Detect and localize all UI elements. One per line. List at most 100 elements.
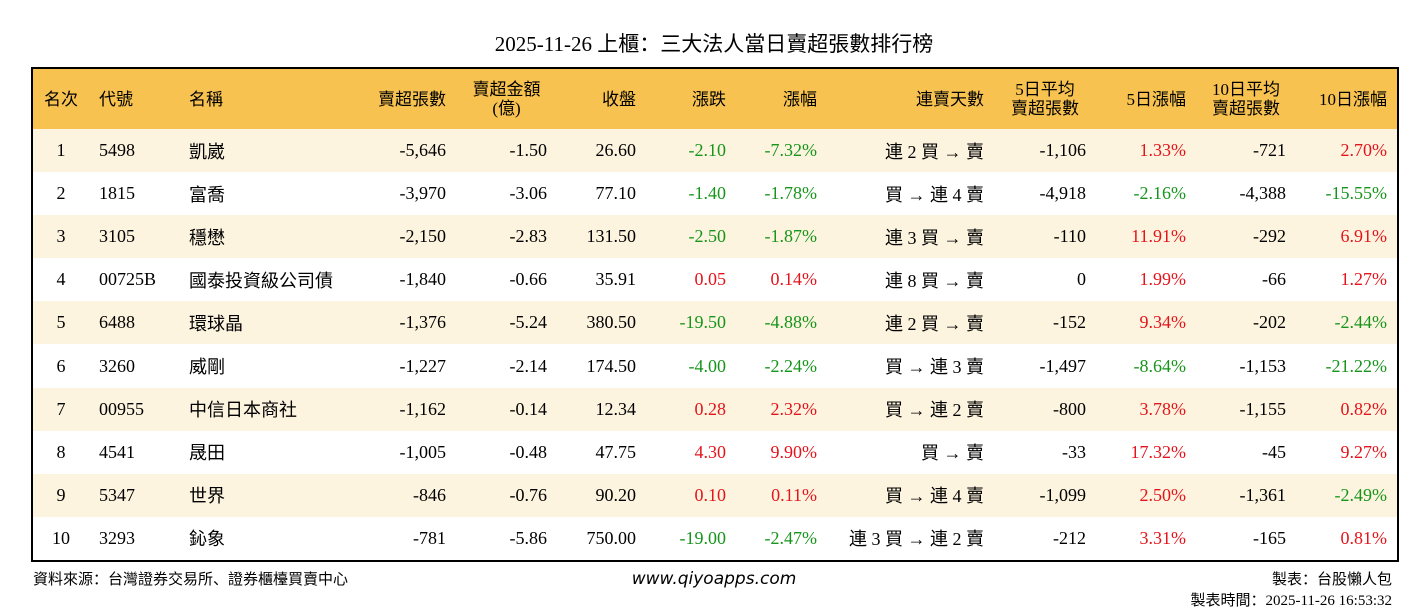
table-cell: -5,646 bbox=[399, 140, 447, 161]
table-cell: -165 bbox=[1253, 527, 1286, 548]
column-header: 連賣天數 bbox=[827, 68, 994, 129]
header-row: 名次 代號 名稱 賣超張數 賣超金額 (億) 收盤 漲跌 漲幅 連賣天數 5日平均 賣超張數 5日漲… bbox=[32, 68, 1398, 129]
table-cell: 5 bbox=[56, 312, 66, 333]
column-header: 賣超金額 (億) bbox=[456, 68, 557, 129]
table-cell: -5.24 bbox=[509, 312, 548, 333]
table-cell: 2.50% bbox=[1139, 484, 1187, 505]
table-cell: 中信日本商社 bbox=[189, 400, 297, 421]
table-row: 8 4541 晟田 -1,005 -0.48 47.75 4.30 9.90% 買 → 賣 -33… bbox=[32, 431, 1398, 474]
table-cell: -1,361 bbox=[1239, 484, 1287, 505]
table-cell: -1,099 bbox=[1039, 484, 1087, 505]
table-cell: -5.86 bbox=[509, 527, 548, 548]
table-cell: -846 bbox=[413, 484, 446, 505]
table-cell: 1 bbox=[56, 140, 66, 161]
table-cell: 4.30 bbox=[694, 441, 727, 462]
table-cell: 國泰投資級公司債 bbox=[189, 270, 333, 291]
table-cell: -4.88% bbox=[764, 312, 818, 333]
table-cell: -2.50 bbox=[688, 226, 727, 247]
table-cell: -2.24% bbox=[764, 355, 818, 376]
column-header: 5日漲幅 bbox=[1096, 68, 1196, 129]
table-cell: 連 8 買 → 賣 bbox=[885, 270, 984, 291]
table-cell: -1.87% bbox=[764, 226, 818, 247]
table-cell: -19.00 bbox=[679, 527, 727, 548]
table-cell: 晟田 bbox=[189, 443, 225, 464]
table-cell: 4 bbox=[56, 269, 66, 290]
table-row: 4 00725B 國泰投資級公司債 -1,840 -0.66 35.91 0.05 0.14%… bbox=[32, 258, 1398, 301]
table-cell: 8 bbox=[56, 441, 66, 462]
table-cell: -8.64% bbox=[1133, 355, 1187, 376]
table-cell: 3105 bbox=[99, 226, 135, 247]
table-cell: 3.31% bbox=[1139, 527, 1187, 548]
table-cell: -2.44% bbox=[1334, 312, 1388, 333]
table-cell: -1,106 bbox=[1039, 140, 1087, 161]
column-header: 收盤 bbox=[557, 68, 646, 129]
table-cell: -2.16% bbox=[1133, 183, 1187, 204]
table-cell: -2.49% bbox=[1334, 484, 1388, 505]
table-cell: -1,005 bbox=[399, 441, 447, 462]
table-cell: -7.32% bbox=[764, 140, 818, 161]
table-cell: 00725B bbox=[99, 269, 157, 290]
table-cell: 47.75 bbox=[595, 441, 637, 462]
title: 2025-11-26 上櫃：三大法人當日賣超張數排行榜 bbox=[494, 32, 934, 56]
table-cell: 0.14% bbox=[770, 269, 818, 290]
table-cell: -2.83 bbox=[509, 226, 548, 247]
table-cell: 7 bbox=[56, 398, 66, 419]
table-cell: -800 bbox=[1053, 398, 1086, 419]
table-cell: 11.91% bbox=[1131, 226, 1186, 247]
table-cell: 77.10 bbox=[595, 183, 637, 204]
table-cell: 9.34% bbox=[1139, 312, 1187, 333]
table-cell: 5347 bbox=[99, 484, 135, 505]
column-header: 代號 bbox=[89, 68, 179, 129]
table-cell: -3.06 bbox=[509, 183, 548, 204]
table-cell: 3260 bbox=[99, 355, 135, 376]
table-cell: -0.14 bbox=[509, 398, 548, 419]
table-cell: 35.91 bbox=[595, 269, 637, 290]
table-cell: -0.76 bbox=[509, 484, 548, 505]
table-cell: -1,497 bbox=[1039, 355, 1087, 376]
column-header: 漲幅 bbox=[736, 68, 827, 129]
table-cell: 00955 bbox=[99, 398, 144, 419]
time: 製表時間：2025-11-26 16:53:32 bbox=[1190, 593, 1392, 609]
table-cell: 9.90% bbox=[770, 441, 818, 462]
table-cell: -2,150 bbox=[399, 226, 447, 247]
table-cell: 1.33% bbox=[1139, 140, 1187, 161]
table-cell: -721 bbox=[1253, 140, 1286, 161]
table-cell: 5498 bbox=[99, 140, 135, 161]
table-cell: 買 → 連 3 賣 bbox=[885, 357, 984, 378]
table-cell: -1,153 bbox=[1239, 355, 1287, 376]
ranking-table: 名次 代號 名稱 賣超張數 賣超金額 (億) 收盤 漲跌 漲幅 連賣天數 5日平均 賣超張數 5日漲… bbox=[31, 67, 1399, 562]
table-cell: 買 → 連 4 賣 bbox=[885, 486, 984, 507]
table-cell: 連 2 買 → 賣 bbox=[885, 141, 984, 162]
table-cell: 6.91% bbox=[1340, 226, 1388, 247]
table-cell: -292 bbox=[1253, 226, 1286, 247]
table-cell: 1.99% bbox=[1139, 269, 1187, 290]
table-cell: 9 bbox=[56, 484, 66, 505]
table-cell: 2 bbox=[56, 183, 66, 204]
table-cell: 6488 bbox=[99, 312, 135, 333]
table-cell: 90.20 bbox=[595, 484, 637, 505]
table-cell: 3.78% bbox=[1139, 398, 1187, 419]
column-header: 名次 bbox=[32, 68, 89, 129]
table-cell: 環球晶 bbox=[189, 313, 243, 334]
table-cell: 2.70% bbox=[1340, 140, 1388, 161]
table-cell: -15.55% bbox=[1325, 183, 1388, 204]
table-cell: -21.22% bbox=[1325, 355, 1388, 376]
table-cell: -1.78% bbox=[764, 183, 818, 204]
table-cell: 0.81% bbox=[1340, 527, 1388, 548]
table-row: 6 3260 威剛 -1,227 -2.14 174.50 -4.00 -2.24% 買 → 連… bbox=[32, 344, 1398, 387]
column-header: 漲跌 bbox=[646, 68, 736, 129]
table-row: 1 5498 凱崴 -5,646 -1.50 26.60 -2.10 -7.32% 連 2 買 … bbox=[32, 129, 1398, 173]
column-header: 10日漲幅 bbox=[1296, 68, 1398, 129]
table-row: 2 1815 富喬 -3,970 -3.06 77.10 -1.40 -1.78% 買 → 連 … bbox=[32, 172, 1398, 215]
table-cell: 750.00 bbox=[586, 527, 637, 548]
table-cell: -2.14 bbox=[509, 355, 548, 376]
table-cell: -1,155 bbox=[1239, 398, 1287, 419]
table-cell: 17.32% bbox=[1130, 441, 1187, 462]
table-cell: -110 bbox=[1053, 226, 1086, 247]
table-cell: -1,162 bbox=[399, 398, 447, 419]
table-cell: 0.05 bbox=[694, 269, 727, 290]
source: 資料來源：台灣證券交易所、證券櫃檯買賣中心 bbox=[33, 572, 349, 588]
table-cell: 380.50 bbox=[586, 312, 637, 333]
table-cell: -0.48 bbox=[509, 441, 548, 462]
